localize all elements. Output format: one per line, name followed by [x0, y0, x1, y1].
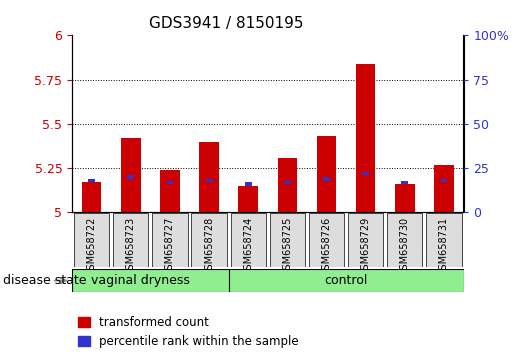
Bar	[362, 172, 369, 175]
Bar	[323, 177, 330, 181]
Bar	[284, 181, 291, 184]
Text: GSM658725: GSM658725	[282, 217, 293, 276]
Text: GDS3941 / 8150195: GDS3941 / 8150195	[149, 16, 304, 31]
Bar	[199, 142, 219, 212]
Bar	[434, 165, 454, 212]
Text: GSM658729: GSM658729	[360, 217, 371, 276]
FancyBboxPatch shape	[270, 213, 305, 267]
Bar	[166, 181, 174, 184]
FancyBboxPatch shape	[192, 213, 227, 267]
Legend: transformed count, percentile rank within the sample: transformed count, percentile rank withi…	[78, 316, 299, 348]
Bar	[395, 184, 415, 212]
Text: GSM658723: GSM658723	[126, 217, 136, 276]
Bar	[278, 158, 297, 212]
Bar	[88, 179, 95, 182]
FancyBboxPatch shape	[426, 213, 461, 267]
Bar	[82, 182, 101, 212]
Text: GSM658731: GSM658731	[439, 217, 449, 276]
FancyBboxPatch shape	[113, 213, 148, 267]
Text: GSM658728: GSM658728	[204, 217, 214, 276]
Bar	[121, 138, 141, 212]
Bar	[440, 179, 448, 182]
Bar	[401, 181, 408, 184]
FancyBboxPatch shape	[387, 213, 422, 267]
Text: control: control	[324, 274, 368, 287]
Bar	[245, 182, 252, 186]
Bar	[238, 186, 258, 212]
Text: vaginal dryness: vaginal dryness	[91, 274, 190, 287]
Text: GSM658724: GSM658724	[243, 217, 253, 276]
FancyBboxPatch shape	[152, 213, 187, 267]
FancyBboxPatch shape	[309, 213, 344, 267]
Bar	[317, 136, 336, 212]
Text: GSM658722: GSM658722	[87, 217, 97, 276]
Text: GSM658726: GSM658726	[321, 217, 332, 276]
FancyBboxPatch shape	[72, 269, 464, 292]
Bar	[160, 170, 180, 212]
Text: GSM658727: GSM658727	[165, 217, 175, 276]
Bar	[127, 175, 134, 179]
Bar	[205, 179, 213, 182]
Text: disease state: disease state	[3, 274, 86, 287]
FancyBboxPatch shape	[74, 213, 109, 267]
Text: GSM658730: GSM658730	[400, 217, 410, 276]
Bar	[356, 64, 375, 212]
FancyBboxPatch shape	[348, 213, 383, 267]
FancyBboxPatch shape	[231, 213, 266, 267]
